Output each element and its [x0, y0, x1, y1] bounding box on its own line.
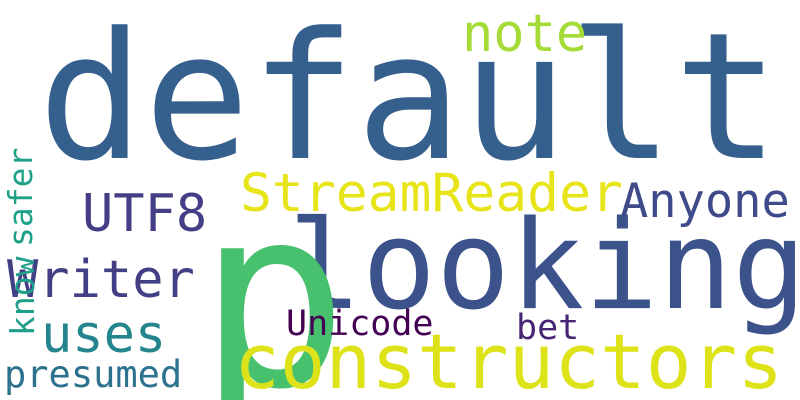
word-streamreader: StreamReader: [240, 163, 623, 224]
word-presumed: presumed: [4, 353, 183, 396]
word-looking: looking: [288, 195, 800, 338]
word-know: know: [3, 256, 42, 336]
word-uses: uses: [41, 305, 167, 365]
word-anyone: Anyone: [620, 174, 790, 229]
word-note: note: [462, 4, 588, 64]
word-bet: bet: [516, 308, 580, 348]
word-safer: safer: [1, 147, 40, 247]
word-p: p: [198, 153, 349, 400]
word-utf8: UTF8: [82, 184, 208, 244]
word-constructors: constructors: [234, 317, 784, 400]
word-default: default: [38, 0, 780, 200]
word-unicode: Unicode: [286, 304, 434, 344]
word-writer: Writer: [7, 250, 195, 310]
